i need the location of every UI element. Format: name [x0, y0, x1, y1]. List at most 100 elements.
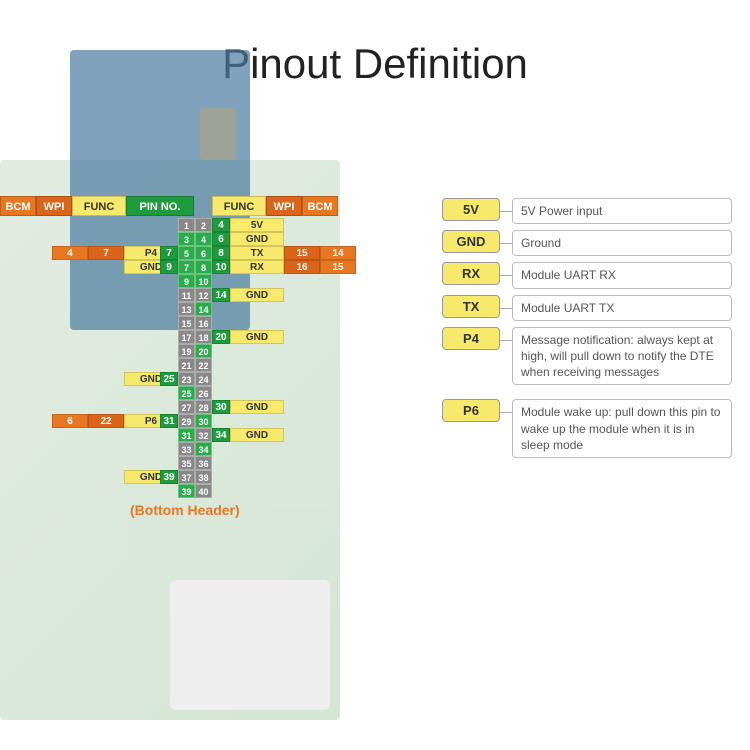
pin-number: 40 — [195, 484, 212, 498]
pin-link: 8 — [212, 246, 230, 260]
legend-row: TX Module UART TX — [442, 295, 732, 321]
antenna-connector — [200, 108, 236, 160]
pin-number: 19 — [178, 344, 195, 358]
legend-connector — [500, 308, 512, 321]
pin-number: 36 — [195, 456, 212, 470]
pin-number: 32 — [195, 428, 212, 442]
pin-number: 27 — [178, 400, 195, 414]
wpi-label: 15 — [284, 246, 320, 260]
legend-pin-pill: P4 — [442, 327, 500, 350]
wpi-label: 16 — [284, 260, 320, 274]
pin-number: 33 — [178, 442, 195, 456]
pin-link: 9 — [160, 260, 178, 274]
column-header: WPI — [266, 196, 302, 216]
func-label: TX — [230, 246, 284, 260]
legend-pin-pill: P6 — [442, 399, 500, 422]
bcm-label: 15 — [320, 260, 356, 274]
pin-number: 16 — [195, 316, 212, 330]
pin-number: 21 — [178, 358, 195, 372]
legend-description: Ground — [512, 230, 732, 256]
pin-link: 7 — [160, 246, 178, 260]
bcm-label: 14 — [320, 246, 356, 260]
legend-description: Module UART TX — [512, 295, 732, 321]
pin-number: 3 — [178, 232, 195, 246]
legend-pin-pill: RX — [442, 262, 500, 285]
pin-link: 20 — [212, 330, 230, 344]
pin-link: 31 — [160, 414, 178, 428]
func-label: 5V — [230, 218, 284, 232]
pin-number: 9 — [178, 274, 195, 288]
func-label: GND — [230, 400, 284, 414]
column-header: BCM — [302, 196, 338, 216]
pin-number: 17 — [178, 330, 195, 344]
pin-number: 39 — [178, 484, 195, 498]
legend-connector — [500, 243, 512, 256]
pin-number: 12 — [195, 288, 212, 302]
func-label: GND — [230, 330, 284, 344]
pin-number: 2 — [195, 218, 212, 232]
pin-number-column: 1234567891011121314151617181920212223242… — [178, 218, 212, 498]
legend-row: GND Ground — [442, 230, 732, 256]
legend-pin-pill: TX — [442, 295, 500, 318]
pin-number: 11 — [178, 288, 195, 302]
pin-number: 34 — [195, 442, 212, 456]
pin-number: 29 — [178, 414, 195, 428]
column-header: BCM — [0, 196, 36, 216]
legend-description: 5V Power input — [512, 198, 732, 224]
pin-number: 1 — [178, 218, 195, 232]
column-headers-right: FUNCWPIBCM — [212, 196, 338, 216]
legend-row: P4 Message notification: always kept at h… — [442, 327, 732, 386]
pin-number: 18 — [195, 330, 212, 344]
bcm-label: 4 — [52, 246, 88, 260]
legend-connector — [500, 412, 512, 458]
pin-number: 6 — [195, 246, 212, 260]
pin-number: 30 — [195, 414, 212, 428]
legend-connector — [500, 275, 512, 288]
wpi-label: 7 — [88, 246, 124, 260]
pin-number: 22 — [195, 358, 212, 372]
pin-link: 34 — [212, 428, 230, 442]
legend-pin-pill: GND — [442, 230, 500, 253]
legend-connector — [500, 211, 512, 224]
wpi-label: 22 — [88, 414, 124, 428]
legend-row: RX Module UART RX — [442, 262, 732, 288]
pin-link: 14 — [212, 288, 230, 302]
pin-number: 26 — [195, 386, 212, 400]
pin-link: 10 — [212, 260, 230, 274]
column-header: FUNC — [72, 196, 126, 216]
func-label: GND — [230, 232, 284, 246]
pin-number: 4 — [195, 232, 212, 246]
legend-description: Module wake up: pull down this pin to wa… — [512, 399, 732, 458]
func-label: RX — [230, 260, 284, 274]
func-label: GND — [230, 428, 284, 442]
pin-number: 35 — [178, 456, 195, 470]
column-header: FUNC — [212, 196, 266, 216]
pin-number: 38 — [195, 470, 212, 484]
pin-link: 30 — [212, 400, 230, 414]
pin-number: 10 — [195, 274, 212, 288]
legend-row: P6 Module wake up: pull down this pin to … — [442, 399, 732, 458]
legend-description: Module UART RX — [512, 262, 732, 288]
pin-number: 8 — [195, 260, 212, 274]
pin-number: 37 — [178, 470, 195, 484]
pin-link: 25 — [160, 372, 178, 386]
legend-connector — [500, 340, 512, 386]
pin-number: 28 — [195, 400, 212, 414]
pin-number: 14 — [195, 302, 212, 316]
column-header: PIN NO. — [126, 196, 194, 216]
pin-number: 25 — [178, 386, 195, 400]
pin-link: 4 — [212, 218, 230, 232]
pin-number: 15 — [178, 316, 195, 330]
pin-legend: 5V 5V Power input GND Ground RX Module UART R… — [442, 198, 732, 464]
pin-number: 23 — [178, 372, 195, 386]
pin-link: 6 — [212, 232, 230, 246]
bottom-header-label: (Bottom Header) — [130, 502, 240, 518]
pin-number: 5 — [178, 246, 195, 260]
legend-row: 5V 5V Power input — [442, 198, 732, 224]
pin-number: 24 — [195, 372, 212, 386]
legend-pin-pill: 5V — [442, 198, 500, 221]
pin-link: 39 — [160, 470, 178, 484]
pin-number: 31 — [178, 428, 195, 442]
pin-number: 20 — [195, 344, 212, 358]
legend-description: Message notification: always kept at hig… — [512, 327, 732, 386]
